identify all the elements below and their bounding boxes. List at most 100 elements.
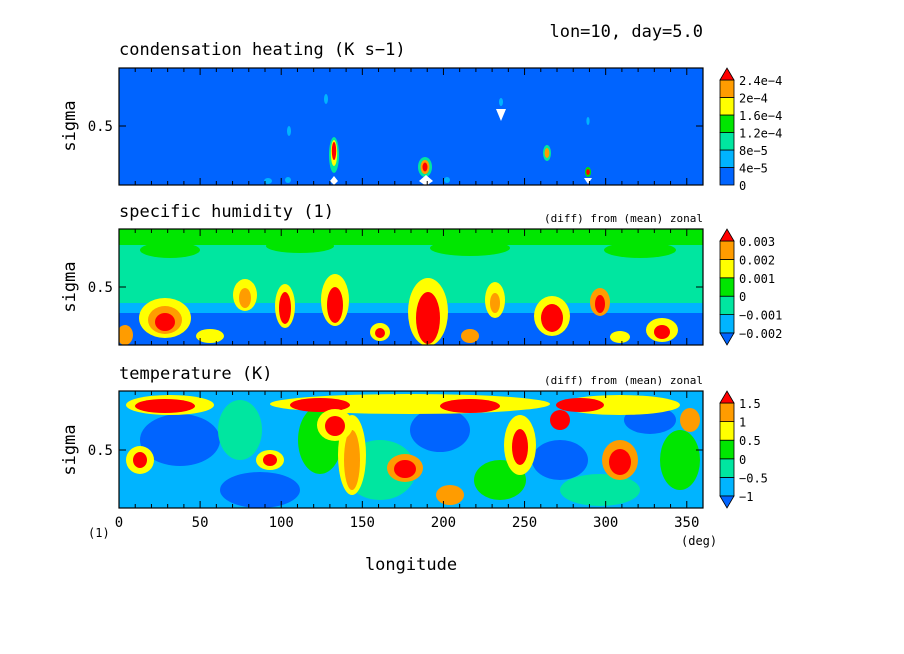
- heating-blob: [264, 178, 272, 184]
- panel-subtitle: (diff) from (mean) zonal: [544, 374, 703, 387]
- heating-blob: [586, 117, 590, 125]
- colorbar-extend-top: [719, 67, 735, 81]
- x-tick-label: 200: [431, 515, 456, 531]
- missing-marker: [419, 175, 433, 185]
- panel-condensation-heating: condensation heating (K s−1) sigma 0.5: [60, 40, 782, 193]
- colorbar-label: 1.5: [739, 397, 761, 411]
- colorbar-segment: [719, 97, 735, 116]
- anomaly-blob: [654, 325, 670, 339]
- field-blobs: [126, 394, 700, 508]
- heating-blob: [331, 142, 337, 160]
- panel-title: specific humidity (1): [119, 202, 334, 222]
- colorbar-label: 0.001: [739, 272, 775, 286]
- y-axis-label: sigma: [60, 424, 80, 475]
- anomaly-blob: [344, 430, 360, 490]
- anomaly-blob: [610, 331, 630, 343]
- anomaly-blob: [263, 454, 277, 466]
- colorbar-segment: [719, 439, 735, 460]
- heating-blob: [324, 94, 328, 104]
- x-unit-label: (deg): [681, 534, 717, 548]
- x-tick-label: 300: [593, 515, 618, 531]
- colorbar-label: 2e−4: [739, 92, 768, 106]
- anomaly-blob: [218, 400, 262, 460]
- anomaly-blob: [609, 449, 631, 475]
- heating-blob: [499, 98, 503, 106]
- green-patch: [266, 239, 334, 253]
- colorbar-label: 1.6e−4: [739, 109, 782, 123]
- x-ticks: [134, 229, 688, 345]
- missing-marker: [496, 109, 506, 121]
- x-ticks: [134, 68, 688, 185]
- x-tick-label: 250: [512, 515, 537, 531]
- heating-blob: [544, 148, 550, 158]
- missing-marker: [584, 178, 592, 184]
- colorbar-label: −0.002: [739, 327, 782, 341]
- colorbar-segment: [719, 149, 735, 168]
- anomaly-blob: [410, 408, 470, 452]
- colorbar-label: 0.5: [739, 434, 761, 448]
- panel-specific-humidity: specific humidity (1) (diff) from (mean)…: [60, 202, 782, 346]
- colorbar-segment: [719, 476, 735, 497]
- anomaly-blob: [680, 408, 700, 432]
- anomaly-blob: [660, 430, 700, 490]
- colorbar-label: 1: [739, 416, 746, 430]
- anomaly-blob: [532, 440, 588, 480]
- panel-subtitle: (diff) from (mean) zonal: [544, 212, 703, 225]
- colorbar-extend-bottom: [719, 332, 735, 346]
- colorbar-label: 8e−5: [739, 144, 768, 158]
- anomaly-blob: [140, 414, 220, 466]
- panel-title: condensation heating (K s−1): [119, 40, 406, 60]
- anomaly-blob: [375, 328, 385, 338]
- anomaly-blob: [290, 398, 350, 412]
- heating-blob: [444, 177, 450, 183]
- anomaly-blob: [279, 292, 291, 324]
- colorbar-label: 1.2e−4: [739, 127, 782, 141]
- anomaly-blob: [119, 325, 133, 345]
- x-axis-label: longitude: [365, 555, 457, 575]
- panel-temperature: temperature (K) (diff) from (mean) zonal…: [60, 364, 768, 575]
- colorbar-segment: [719, 258, 735, 279]
- colorbar-segment: [719, 79, 735, 98]
- x-ticks: [134, 391, 688, 508]
- heatmap-field: [119, 229, 703, 345]
- colorbar-label: 0: [739, 179, 746, 193]
- anomaly-blob: [595, 295, 605, 313]
- colorbar-segment: [719, 132, 735, 151]
- colorbar-label: 4e−5: [739, 162, 768, 176]
- anomaly-blob: [325, 416, 345, 436]
- anomaly-blob: [436, 485, 464, 505]
- anomaly-blob: [490, 293, 500, 313]
- colorbar-segment: [719, 114, 735, 133]
- anomaly-blob: [135, 399, 195, 413]
- colorbar-label: 0: [739, 453, 746, 467]
- x-tick-label: 50: [192, 515, 209, 531]
- field-background: [119, 68, 703, 185]
- anomaly-blob: [512, 429, 528, 465]
- y-tick-label: 0.5: [88, 280, 113, 296]
- x-tick-label: 350: [674, 515, 699, 531]
- colorbar-label: 0.003: [739, 235, 775, 249]
- y-axis-label: sigma: [60, 261, 80, 312]
- field-blobs: [119, 274, 678, 345]
- y-axis-label: sigma: [60, 100, 80, 151]
- colorbar-extend-top: [719, 228, 735, 242]
- green-patch: [604, 242, 676, 258]
- anomaly-blob: [556, 398, 604, 412]
- colorbar-segment: [719, 314, 735, 334]
- anomaly-blob: [133, 452, 147, 468]
- colorbar-extend-top: [719, 390, 735, 404]
- anomaly-blob: [239, 288, 251, 308]
- heating-blob: [285, 177, 291, 183]
- anomaly-blob: [155, 313, 175, 331]
- colorbar-label: 2.4e−4: [739, 74, 782, 88]
- colorbar: −0.002 −0.001 0 0.001 0.002 0.003: [719, 228, 782, 346]
- colorbar-segment: [719, 277, 735, 297]
- colorbar-segment: [719, 240, 735, 260]
- anomaly-blob: [196, 329, 224, 343]
- colorbar-segment: [719, 295, 735, 316]
- colorbar-segment: [719, 458, 735, 478]
- colorbar-extend-bottom: [719, 495, 735, 509]
- anomaly-blob: [327, 287, 343, 323]
- y-unit-label: (1): [88, 526, 110, 540]
- green-patch: [430, 240, 510, 256]
